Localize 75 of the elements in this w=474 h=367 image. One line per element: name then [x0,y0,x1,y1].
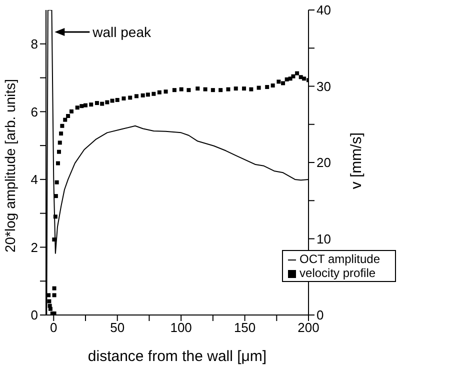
point [265,85,270,90]
point [179,87,184,92]
point [52,293,56,298]
point [54,180,59,184]
point [75,106,80,110]
point [66,114,70,118]
point [56,161,60,166]
point [89,102,94,107]
point [105,100,110,104]
point [48,306,52,311]
point [58,140,62,145]
y-tick-label: 8 [30,36,38,52]
point [295,71,300,76]
y2-tick-label: 0 [316,308,324,323]
point [128,96,132,100]
point [63,118,68,122]
point [226,87,230,92]
point [115,98,120,102]
point [256,86,261,90]
point [100,102,104,106]
x-tick-label: 150 [234,320,256,336]
y2-tick-label: 10 [316,231,331,246]
y-tick-label: 4 [30,172,38,188]
point [94,101,99,106]
point [47,299,52,304]
y-axis-title: 20*log amplitude [arb. units] [2,78,18,252]
y2-tick-label: 40 [316,2,331,18]
point [172,88,176,92]
point [157,90,162,94]
point [54,194,58,198]
point [46,293,51,298]
point [186,88,191,92]
point [57,150,61,154]
point [69,109,74,114]
point [52,238,56,242]
x-axis-title: distance from the wall [μm] [88,348,267,365]
point [164,90,168,94]
point [281,81,286,86]
point [234,86,238,91]
point [270,83,275,88]
point [122,96,126,100]
point [60,124,64,128]
x-tick-label: 200 [298,320,320,336]
point [140,93,145,98]
x-tick-label: 50 [110,320,125,336]
y-tick-label: 0 [30,308,38,323]
point [152,92,156,96]
point [242,86,246,91]
x-tick-label: 0 [50,320,58,336]
point [218,88,223,92]
point [276,80,281,84]
point [284,77,289,82]
y2-tick-label: 30 [316,78,331,94]
y-tick-label: 6 [30,104,38,120]
point [80,104,84,108]
point [53,214,58,219]
legend-label: OCT amplitude [300,252,380,266]
y2-tick-label: 20 [316,155,331,170]
point [210,88,215,92]
annotation: wall peak [92,24,152,40]
point [196,86,200,91]
point [110,98,114,103]
point [291,74,296,78]
y-tick-label: 2 [30,240,38,255]
point [302,76,306,81]
point [84,103,88,108]
point [249,87,254,92]
point [134,94,138,98]
point [146,92,150,97]
point [59,132,64,136]
y2-axis-title: v [mm/s] [348,132,365,190]
x-tick-label: 100 [170,320,192,336]
legend-label: velocity profile [300,266,376,280]
point [52,286,56,290]
point [203,87,208,92]
